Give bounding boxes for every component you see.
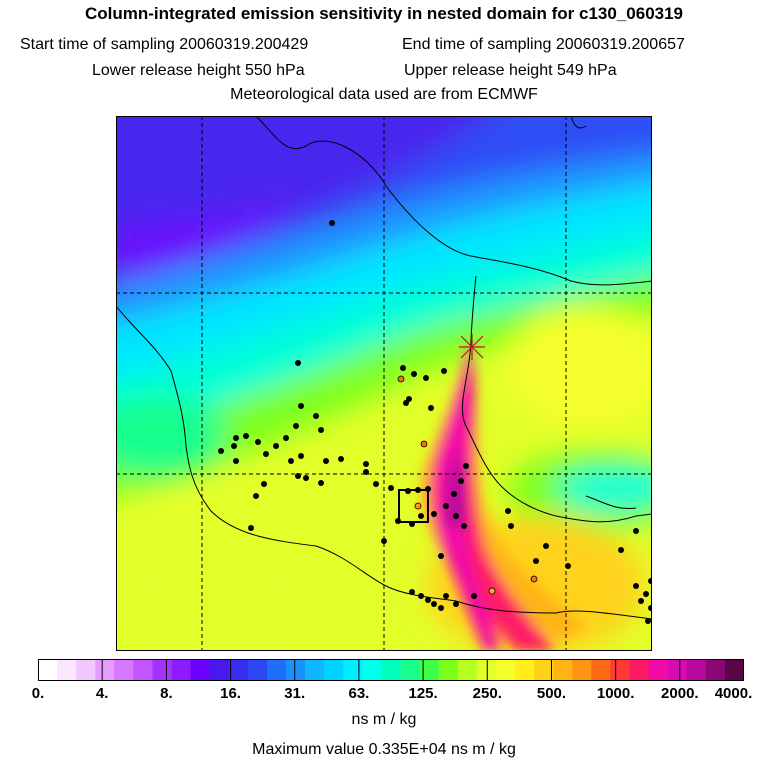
colorbar-tick-label: 125. (408, 685, 438, 702)
color-scale-bar (38, 659, 744, 681)
colorbar-segment (133, 659, 153, 681)
sensitivity-map (116, 116, 652, 651)
colorbar-segment (76, 659, 96, 681)
colorbar-segment (266, 659, 287, 681)
colorbar-segment (305, 659, 325, 681)
end-time-label: End time of sampling (402, 36, 552, 53)
map-title: Column-integrated emission sensitivity i… (84, 4, 684, 23)
colorbar-segment (286, 659, 306, 681)
colorbar-segment (324, 659, 344, 681)
colorbar-segment (591, 659, 611, 681)
colorbar-segment (648, 659, 669, 681)
colorbar-segment (190, 659, 211, 681)
colorbar-segment (381, 659, 402, 681)
colorbar-segment (534, 659, 554, 681)
colorbar-segment (629, 659, 650, 681)
colorbar-segment (476, 659, 497, 681)
release-location-marker (459, 334, 485, 360)
coastlines (116, 116, 652, 620)
upper-height-line: Upper release height 549 hPa (404, 62, 617, 80)
colorbar-tick-label: 500. (536, 685, 567, 702)
lower-height-line: Lower release height 550 hPa (92, 62, 305, 80)
colorbar-tick-label: 16. (220, 685, 241, 702)
colorbar-segment (438, 659, 459, 681)
maximum-value-line: Maximum value 0.335E+04 ns m / kg (0, 741, 768, 759)
colorbar-segment (457, 659, 478, 681)
colorbar-tick-label: 2000. (661, 685, 699, 702)
colorbar-segment (572, 659, 592, 681)
colorbar-tick-label: 8. (160, 685, 173, 702)
colorbar-segment (95, 659, 115, 681)
grid-lines (116, 116, 652, 651)
colorbar-tick-label: 31. (284, 685, 306, 702)
colorbar-segment (228, 659, 249, 681)
colorbar-segment (495, 659, 516, 681)
upper-height-label: Upper release height (404, 62, 553, 79)
colorbar-segment (515, 659, 535, 681)
end-time-line: End time of sampling 20060319.200657 (402, 36, 685, 54)
colorbar-segment (57, 659, 77, 681)
colorbar-tick-label: 250. (472, 685, 502, 702)
upper-height-value: 549 hPa (557, 62, 617, 79)
maximum-value: 0.335E+04 ns m / kg (368, 741, 516, 758)
receptor-points-highlighted (397, 375, 538, 595)
colorbar-segment (610, 659, 631, 681)
start-time-label: Start time of sampling (20, 36, 175, 53)
maximum-value-label: Maximum value (252, 741, 365, 758)
colorbar-segment (705, 659, 726, 681)
colorbar-segment (419, 659, 440, 681)
sensitivity-field (116, 116, 652, 651)
colorbar-segment (553, 659, 573, 681)
colorbar-segment (724, 659, 744, 681)
start-time-value: 20060319.200429 (179, 36, 309, 53)
colorbar-segment (362, 659, 382, 681)
colorbar-tick-label: 0. (31, 685, 45, 702)
colorbar-tick-label: 1000. (596, 685, 635, 702)
colorbar-tick-label: 4000. (714, 685, 753, 702)
colorbar-segment (686, 659, 707, 681)
lower-height-value: 550 hPa (245, 62, 305, 79)
colorbar-segment (171, 659, 192, 681)
start-time-line: Start time of sampling 20060319.200429 (20, 36, 308, 54)
lower-height-label: Lower release height (92, 62, 241, 79)
domain-box (398, 489, 429, 523)
colorbar-tick-label: 4. (95, 685, 109, 702)
met-data-line: Meteorological data used are from ECMWF (230, 86, 538, 103)
colorbar-segment (38, 659, 58, 681)
colorbar-segment (209, 659, 230, 681)
colorbar-segment (667, 659, 688, 681)
colorbar-segment (152, 659, 173, 681)
colorbar-units: ns m / kg (351, 711, 417, 728)
receptor-points (218, 220, 652, 624)
colorbar-segment (400, 659, 421, 681)
colorbar-segment (247, 659, 268, 681)
colorbar-tick-label: 63. (348, 685, 370, 702)
end-time-value: 20060319.200657 (555, 36, 685, 53)
colorbar-segment (114, 659, 134, 681)
colorbar-segment (343, 659, 363, 681)
